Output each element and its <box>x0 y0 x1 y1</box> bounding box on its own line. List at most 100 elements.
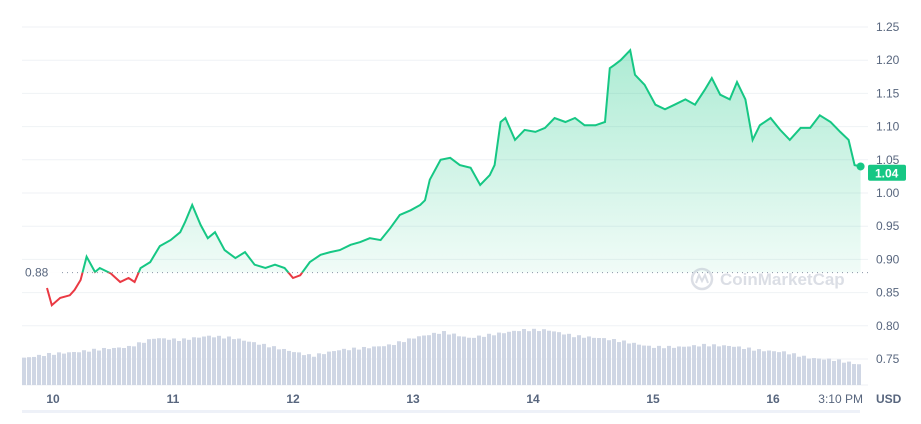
volume-bar <box>722 345 726 385</box>
volume-bar <box>377 346 381 385</box>
volume-bar <box>672 347 676 385</box>
volume-bar <box>787 354 791 385</box>
volume-bar <box>687 346 691 385</box>
range-brush[interactable] <box>22 410 860 413</box>
volume-bar <box>842 362 846 385</box>
volume-bar <box>427 335 431 385</box>
volume-bar <box>497 332 501 385</box>
volume-bar <box>682 346 686 385</box>
volume-bar <box>632 342 636 385</box>
volume-bar <box>732 346 736 385</box>
volume-bar <box>392 345 396 385</box>
volume-bar <box>572 337 576 385</box>
volume-bar <box>412 338 416 385</box>
watermark-text: CoinMarketCap <box>720 270 845 289</box>
volume-bar <box>387 344 391 385</box>
volume-bar <box>42 356 46 385</box>
volume-bar <box>562 334 566 385</box>
x-tick-label: 13 <box>406 392 420 406</box>
volume-bar <box>697 346 701 385</box>
volume-bar <box>597 337 601 385</box>
volume-bar <box>322 354 326 385</box>
volume-bar <box>447 334 451 385</box>
volume-bar <box>127 345 131 385</box>
volume-bar <box>432 332 436 385</box>
volume-bar <box>342 348 346 385</box>
volume-bar <box>517 331 521 385</box>
volume-bar <box>367 348 371 385</box>
volume-bar <box>97 350 101 385</box>
volume-bar <box>192 337 196 385</box>
price-area-fill <box>82 50 861 273</box>
volume-bar <box>262 343 266 385</box>
volume-bar <box>762 351 766 385</box>
volume-bar <box>782 351 786 385</box>
volume-bar <box>802 355 806 385</box>
volume-bar <box>197 337 201 385</box>
currency-label: USD <box>876 392 902 406</box>
current-price-label: 1.04 <box>875 166 899 180</box>
volume-bar <box>637 344 641 385</box>
volume-bar <box>132 346 136 385</box>
volume-bar <box>327 351 331 385</box>
volume-bar <box>287 350 291 385</box>
volume-bar <box>217 335 221 385</box>
volume-bar <box>52 354 56 385</box>
volume-bar <box>82 350 86 385</box>
volume-bar <box>257 344 261 385</box>
volume-bar <box>112 347 116 385</box>
volume-bar <box>247 341 251 385</box>
volume-bar <box>707 346 711 385</box>
volume-bar <box>602 338 606 385</box>
volume-bar <box>777 352 781 385</box>
volume-bar <box>382 346 386 385</box>
volume-bar <box>172 338 176 385</box>
volume-bar <box>122 348 126 385</box>
volume-bar <box>577 335 581 385</box>
volume-bar <box>137 342 141 385</box>
volume-bar <box>542 329 546 385</box>
volume-bar <box>817 358 821 385</box>
volume-bar <box>627 343 631 385</box>
volume-bar <box>352 347 356 385</box>
volume-bar <box>607 340 611 385</box>
volume-bar <box>27 357 31 385</box>
volume-bar <box>752 350 756 385</box>
volume-bar <box>792 353 796 385</box>
volume-bar <box>797 356 801 385</box>
volume-bar <box>162 338 166 385</box>
volume-bar <box>502 333 506 385</box>
y-tick-label: 1.10 <box>876 120 900 134</box>
volume-bar <box>282 348 286 385</box>
volume-bar <box>67 352 71 385</box>
volume-bar <box>492 335 496 385</box>
volume-bar <box>77 352 81 385</box>
volume-bar <box>62 353 66 385</box>
volume-bar <box>692 345 696 385</box>
coinmarketcap-logo-icon <box>690 267 714 291</box>
volume-bar <box>537 331 541 385</box>
x-tick-label: 10 <box>46 392 60 406</box>
volume-bar <box>657 345 661 385</box>
volume-bar <box>57 352 61 385</box>
volume-bar <box>457 336 461 385</box>
last-time-label: 3:10 PM <box>818 392 863 406</box>
price-line-up <box>81 48 861 273</box>
volume-bar <box>612 339 616 385</box>
volume-bar <box>177 341 181 385</box>
volume-bar <box>652 347 656 385</box>
current-price-badge <box>868 164 906 181</box>
volume-bar <box>32 356 36 385</box>
volume-bar <box>822 359 826 385</box>
x-tick-label: 11 <box>167 392 180 406</box>
volume-bar <box>407 338 411 385</box>
volume-bar <box>847 361 851 385</box>
volume-bar <box>242 340 246 385</box>
current-price-dot <box>856 162 865 171</box>
y-tick-label: 1.20 <box>876 53 900 67</box>
volume-bar <box>102 347 106 385</box>
volume-bar <box>832 360 836 385</box>
volume-bar <box>717 346 721 385</box>
volume-bar <box>212 337 216 385</box>
